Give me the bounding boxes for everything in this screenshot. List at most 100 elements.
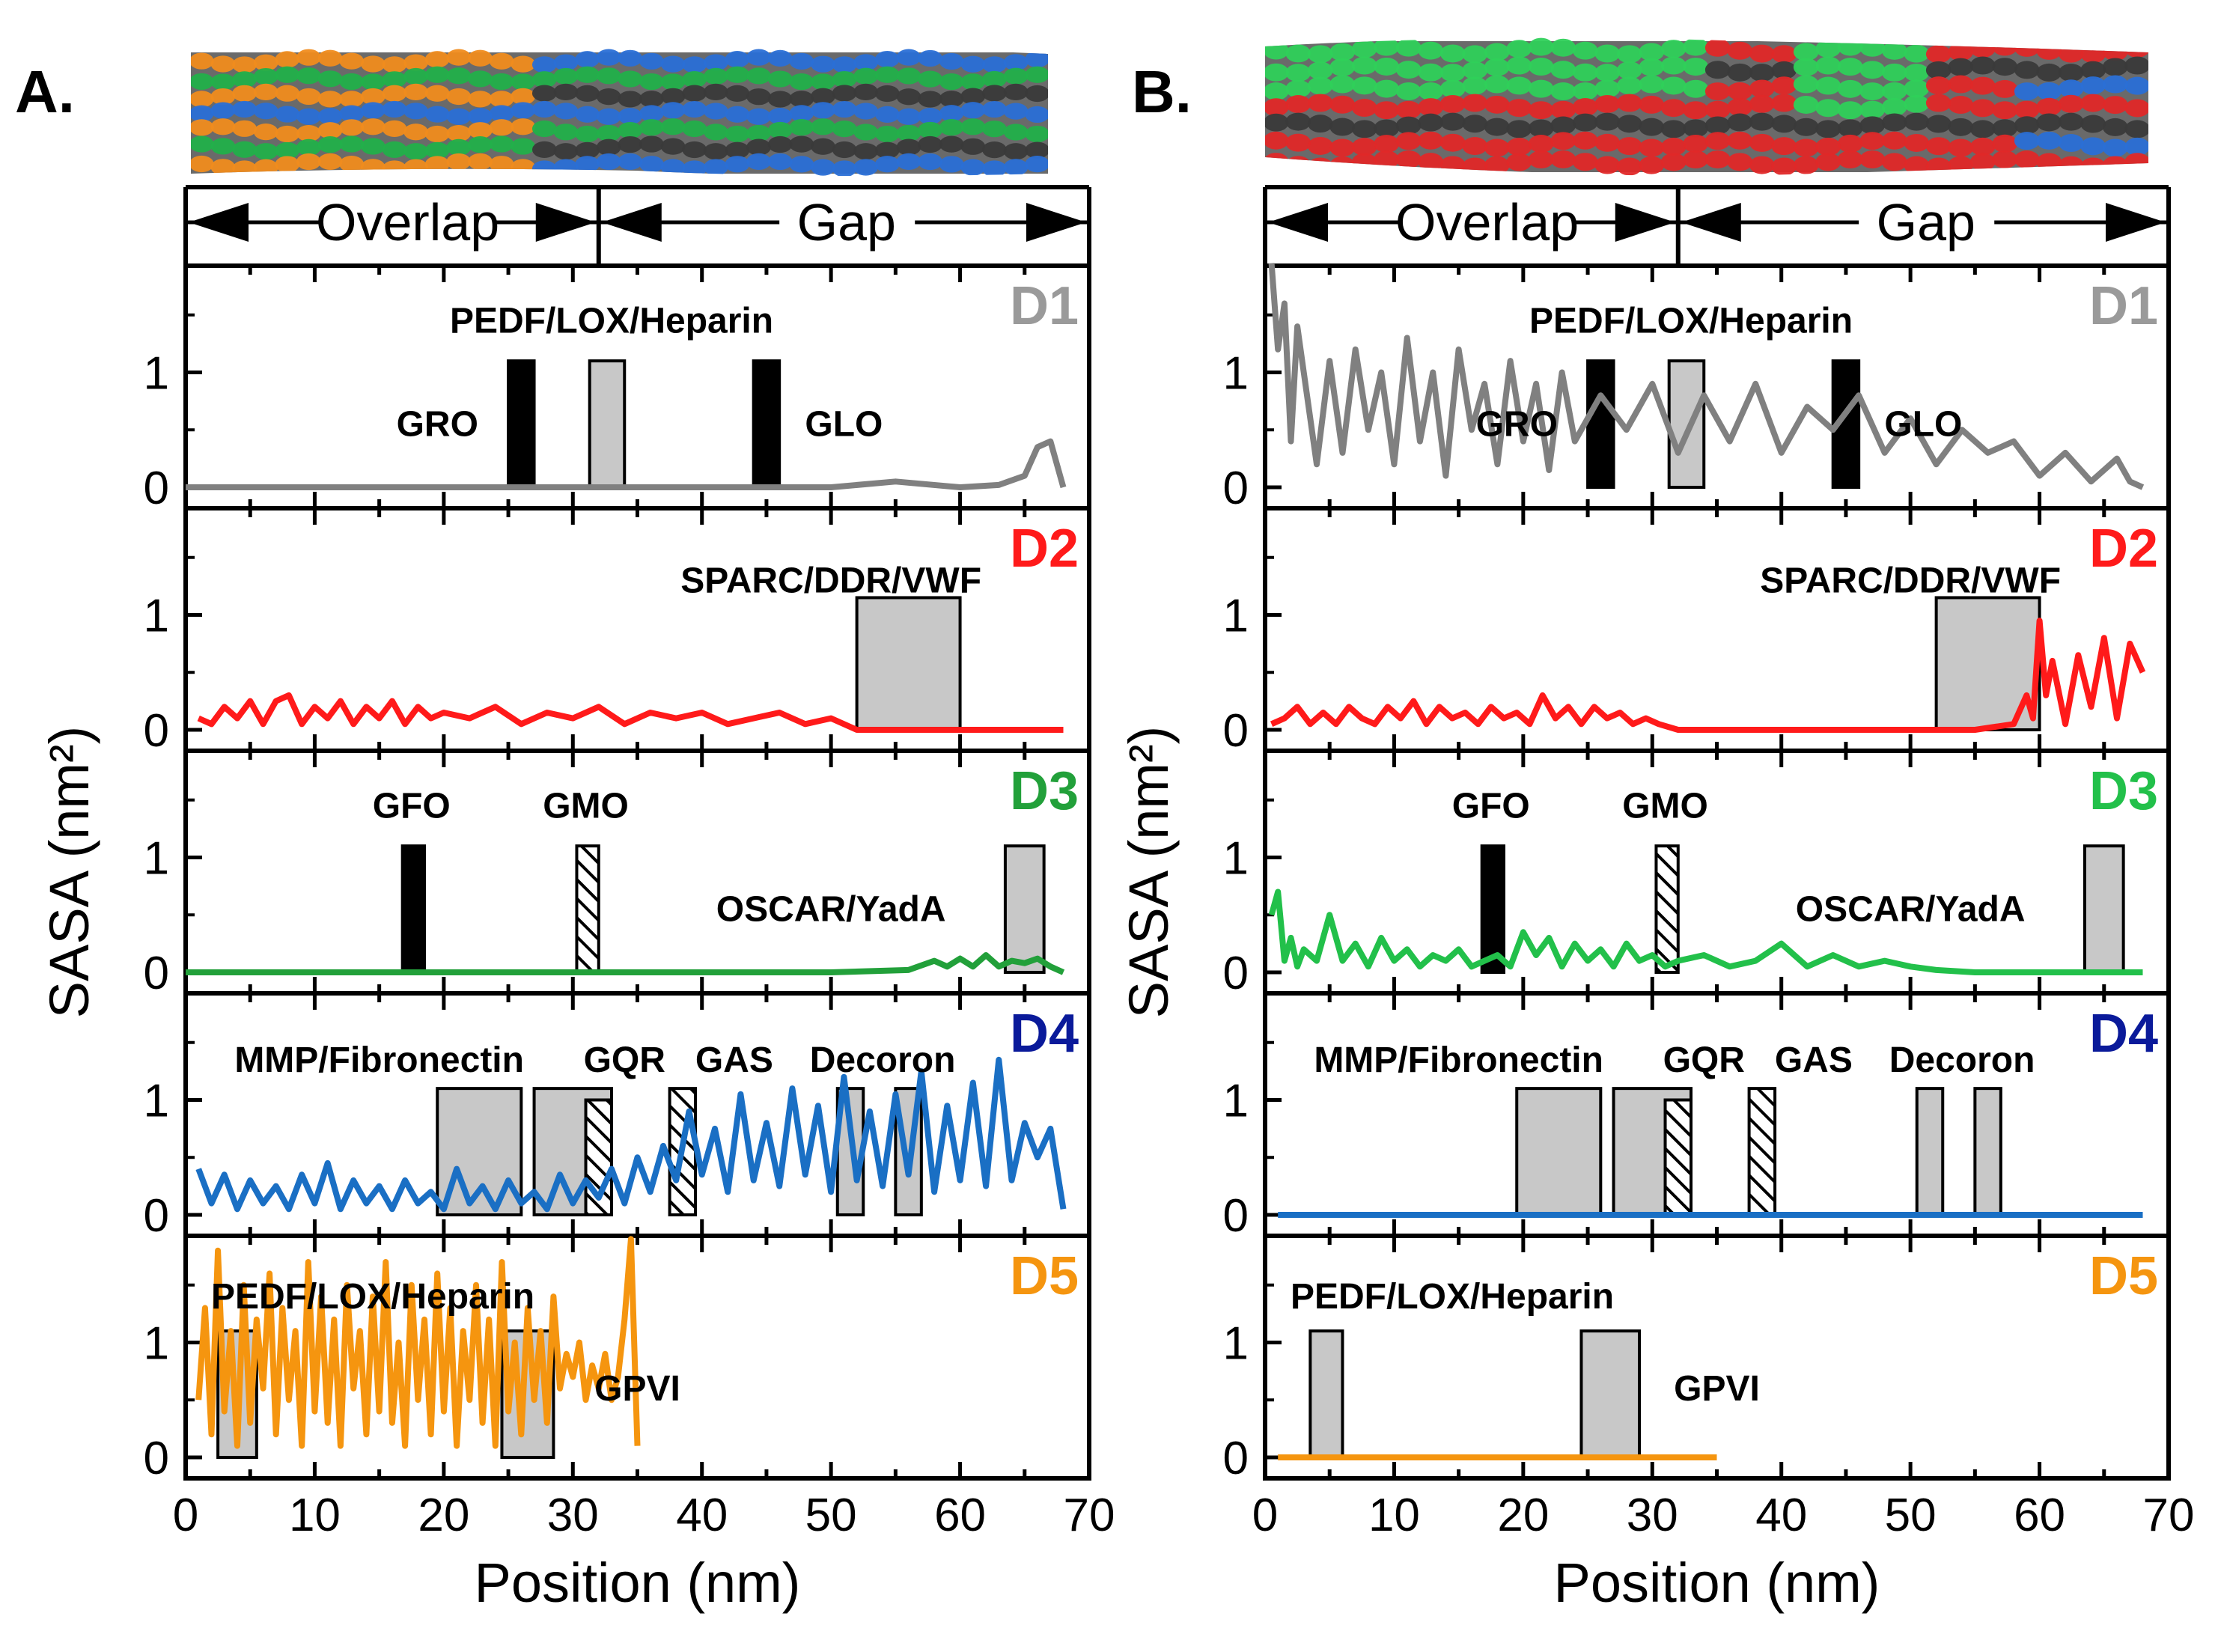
- fibril-bead: [1904, 79, 1930, 98]
- binding-site-box: [1308, 1329, 1344, 1459]
- fibril-bead: [553, 67, 579, 85]
- fibril-bead: [939, 52, 964, 70]
- fibril-bead: [575, 106, 600, 123]
- gap-label: Gap: [1877, 193, 1975, 252]
- fibril-bead: [918, 49, 942, 67]
- fibril-bead: [360, 159, 386, 176]
- subplot-d2: 0 1 SPARC/DDR/VWF D2: [1223, 506, 2171, 757]
- fibril-bead: [1329, 43, 1356, 61]
- fibril-bead: [1881, 131, 1907, 150]
- fibril-bead: [232, 71, 257, 88]
- fibril-bead: [1660, 56, 1687, 75]
- fibril-bead: [489, 119, 514, 136]
- fibril-bead: [1307, 136, 1333, 155]
- fibril-bead: [1771, 61, 1797, 79]
- binding-site-box: [1579, 1329, 1642, 1459]
- fibril-bead: [1859, 100, 1886, 119]
- fibril-bead: [553, 54, 579, 71]
- fibril-bead: [1859, 150, 1886, 169]
- fibril-bead: [1837, 79, 1863, 98]
- fibril-bead: [874, 125, 900, 143]
- fibril-bead: [639, 135, 664, 153]
- fibril-bead: [1925, 61, 1952, 79]
- binding-site-label: GFO: [373, 786, 451, 826]
- fibril-bead: [191, 135, 214, 153]
- x-tick-label: 30: [1627, 1490, 1678, 1541]
- fibril-bead: [960, 118, 986, 135]
- fibril-bead: [468, 91, 493, 108]
- y-tick-label: 0: [1223, 948, 1249, 999]
- binding-site-box: [855, 596, 962, 732]
- fibril-bead: [1727, 63, 1753, 82]
- fibril-bead: [725, 66, 750, 83]
- fibril-bead: [1749, 44, 1775, 63]
- fibril-bead: [191, 52, 214, 70]
- binding-site-label: Decoron: [1889, 1040, 2035, 1080]
- binding-site-label: GRO: [397, 405, 478, 445]
- fibril-bead: [1550, 132, 1576, 150]
- fibril-bead: [1395, 100, 1422, 119]
- fibril-bead: [382, 56, 407, 73]
- fibril-bead: [1660, 76, 1687, 95]
- fibril-bead: [767, 91, 793, 108]
- y-tick-label: 1: [1223, 1075, 1249, 1127]
- fibril-bead: [853, 67, 879, 85]
- fibril-bead: [210, 102, 236, 119]
- fibril-bead: [360, 102, 386, 119]
- fibril-bead: [982, 121, 1007, 138]
- fibril-bead: [339, 73, 365, 91]
- fibril-bead: [1506, 76, 1532, 95]
- fibril-bead: [939, 156, 964, 173]
- fibril-bead: [596, 88, 621, 106]
- fibril-bead: [2124, 39, 2148, 58]
- x-tick-label: 10: [1368, 1490, 1420, 1541]
- fibril-bead: [575, 66, 600, 83]
- fibril-bead: [789, 73, 814, 91]
- fibril-bead: [1992, 101, 2018, 120]
- fibril-bead: [746, 153, 771, 171]
- fibril-bead: [1969, 153, 1996, 171]
- fibril-bead: [1904, 156, 1930, 174]
- binding-site-box: [1667, 359, 1706, 489]
- fibril-bead: [296, 49, 321, 66]
- fibril-bead: [232, 85, 257, 102]
- fibril-bead: [1395, 38, 1422, 57]
- fibril-bead: [191, 119, 214, 136]
- fibril-bead: [703, 143, 728, 160]
- fibril-bead: [1815, 120, 1841, 138]
- fibril-bead: [1793, 156, 1819, 174]
- fibril-bead: [896, 67, 921, 85]
- fibril-bead: [1439, 112, 1466, 131]
- fibril-bead: [811, 73, 835, 91]
- fibril-bead: [531, 141, 557, 159]
- fibril-bead: [767, 108, 793, 125]
- domain-label: D5: [2089, 1246, 2158, 1306]
- fibril-bead: [1815, 137, 1841, 156]
- fibril-bead: [1815, 40, 1841, 58]
- binding-site-box: [1973, 1087, 2002, 1216]
- fibril-bead: [1003, 103, 1029, 120]
- fibril-bead: [1550, 116, 1576, 135]
- fibril-bead: [575, 85, 600, 102]
- fibril-bead: [1749, 79, 1775, 98]
- fibril-bead: [1704, 38, 1731, 57]
- fibril-bead: [1506, 99, 1532, 118]
- fibril-bead: [789, 91, 814, 108]
- fibril-bead: [874, 106, 900, 123]
- fibril-bead: [1572, 41, 1598, 60]
- fibril-bead: [1639, 58, 1665, 76]
- fibril-bead: [811, 138, 835, 155]
- fibril-bead: [553, 159, 579, 176]
- fibril-bead: [1948, 75, 1974, 94]
- y-tick-label: 0: [144, 463, 169, 514]
- fibril-bead: [382, 160, 407, 177]
- fibril-bead: [1793, 118, 1819, 136]
- fibril-bead: [1265, 63, 1289, 82]
- fibril-bead: [703, 67, 728, 85]
- fibril-bead: [2014, 132, 2040, 150]
- region-arrowhead: [1026, 203, 1086, 242]
- fibril-bead: [253, 103, 278, 120]
- fibril-bead: [1683, 37, 1709, 56]
- fibril-bead: [575, 51, 600, 68]
- fibril-bead: [382, 120, 407, 138]
